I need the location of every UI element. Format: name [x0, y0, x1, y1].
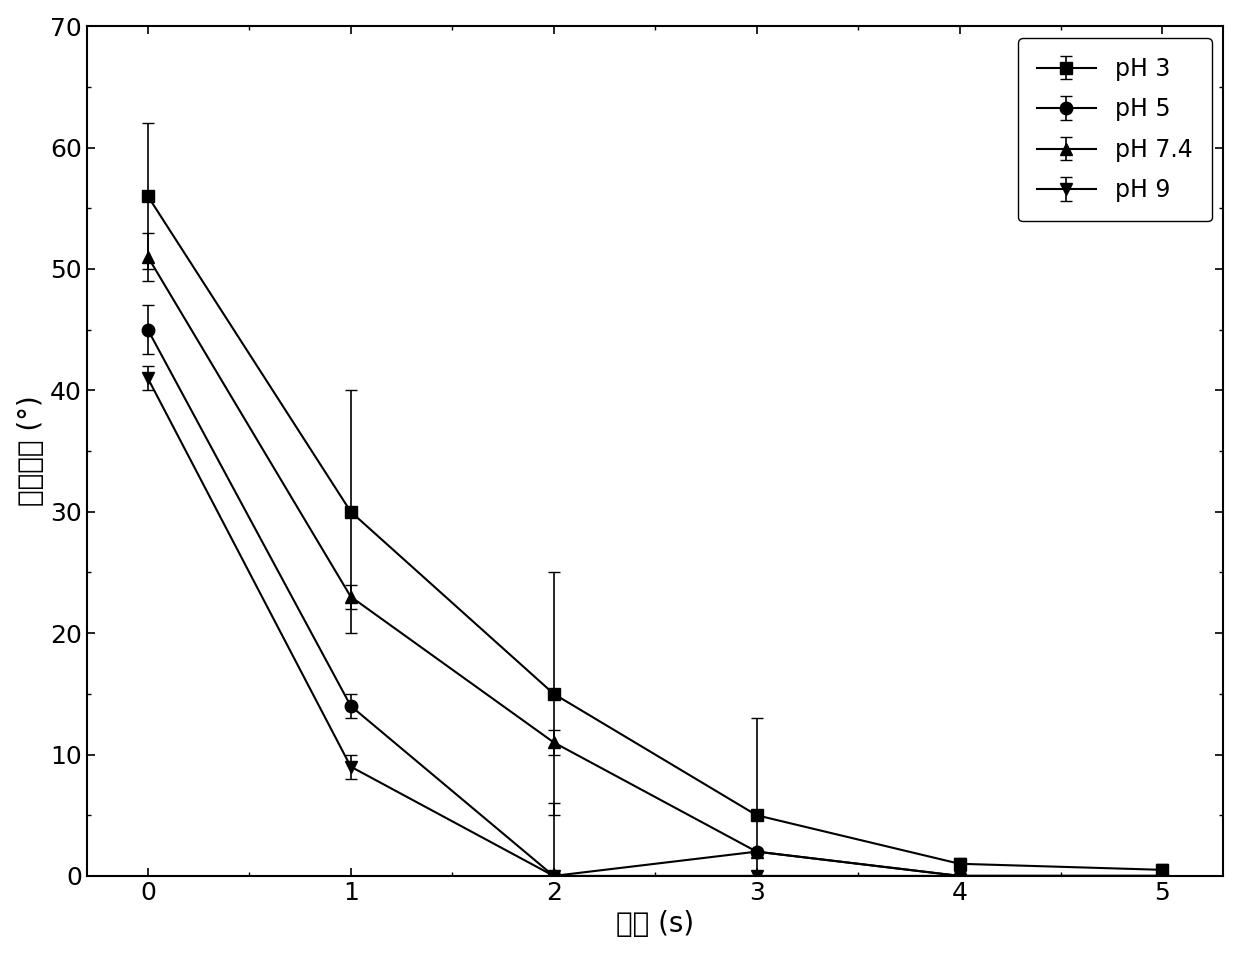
X-axis label: 时间 (s): 时间 (s)	[616, 910, 694, 939]
Y-axis label: 水接触角 (°): 水接触角 (°)	[16, 395, 45, 506]
Legend: pH 3, pH 5, pH 7.4, pH 9: pH 3, pH 5, pH 7.4, pH 9	[1018, 38, 1211, 222]
